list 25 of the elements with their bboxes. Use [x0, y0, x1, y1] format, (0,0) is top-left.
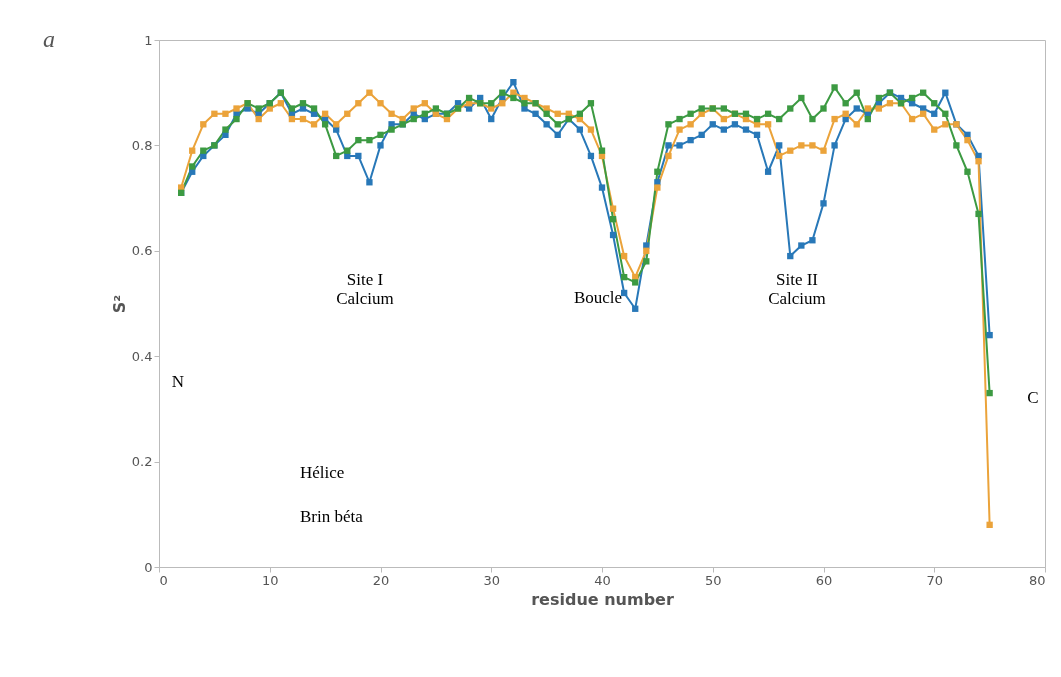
annotation: Boucle	[573, 288, 623, 307]
y-axis-title: S²	[109, 294, 129, 314]
y-tick-label: 0	[144, 559, 153, 575]
x-tick-label: 10	[261, 572, 279, 588]
x-tick-label: 80	[1028, 572, 1046, 588]
x-tick-label: 60	[815, 572, 833, 588]
x-tick-label: 50	[704, 572, 722, 588]
y-tick-label: 0.2	[131, 454, 153, 470]
y-tick-label: 0.8	[131, 137, 153, 153]
annotation: Hélice	[300, 463, 345, 482]
text: a	[43, 26, 55, 52]
annotation: Site I Calcium	[336, 270, 394, 308]
annotation: C	[1027, 388, 1039, 407]
x-tick-label: 70	[926, 572, 944, 588]
annotation: Site II Calcium	[768, 270, 826, 308]
annotation: Brin béta	[300, 507, 364, 526]
y-tick-label: 0.4	[131, 348, 153, 364]
x-tick-label: 20	[372, 572, 390, 588]
annotation: N	[171, 372, 185, 391]
x-axis-title: residue number	[531, 589, 674, 609]
y-tick-label: 0.6	[131, 243, 153, 259]
y-tick-label: 1	[144, 32, 153, 48]
x-tick-label: 0	[159, 572, 168, 588]
x-tick-label: 40	[594, 572, 611, 588]
x-tick-label: 30	[483, 572, 501, 588]
